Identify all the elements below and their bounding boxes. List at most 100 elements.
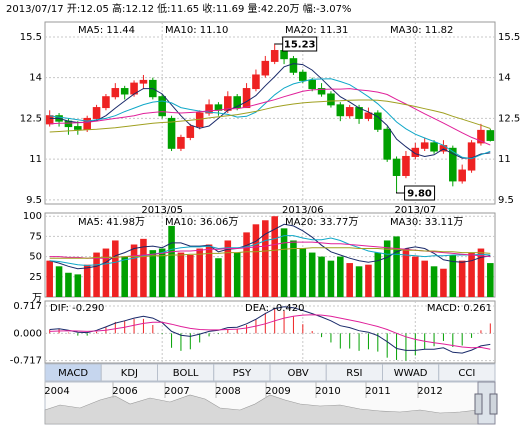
- candle-body: [111, 88, 120, 98]
- tab-label[interactable]: BOLL: [173, 368, 199, 379]
- volume-bar: [318, 256, 325, 297]
- volume-bar: [130, 244, 138, 297]
- volume-bar: [393, 236, 400, 297]
- timeline-handle[interactable]: [474, 393, 483, 415]
- volume-bar: [271, 216, 278, 297]
- tab-label[interactable]: PSY: [233, 368, 252, 379]
- volume-bar: [233, 252, 241, 297]
- timeline-year: 2007: [164, 386, 189, 397]
- volume-bar: [374, 252, 382, 297]
- x-tick-label: 2013/07: [395, 205, 437, 216]
- timeline-year: 2010: [315, 386, 340, 397]
- timeline-year: 2006: [112, 386, 137, 397]
- volume-bar: [196, 248, 203, 297]
- legend-entry: MA5: 41.98万: [78, 217, 145, 228]
- legend-entry: MA5: 11.44: [78, 25, 135, 36]
- candle-body: [45, 115, 54, 125]
- y-tick-label-right: 9.5: [498, 195, 514, 206]
- timeline-handle[interactable]: [489, 393, 498, 415]
- volume-bar: [365, 264, 372, 297]
- y-tick-label: 15.5: [20, 32, 42, 43]
- tab-label[interactable]: KDJ: [121, 368, 138, 379]
- x-tick-label: 2013/05: [141, 205, 183, 216]
- legend-entry: MA20: 11.31: [285, 25, 348, 36]
- legend-entry: MA10: 36.06万: [165, 217, 238, 228]
- volume-bar: [224, 240, 232, 297]
- legend-entry: MA30: 33.11万: [390, 217, 463, 228]
- volume-bar: [262, 220, 269, 297]
- legend-entry: MA20: 33.77万: [285, 217, 358, 228]
- tab[interactable]: [438, 363, 496, 382]
- volume-bar: [280, 228, 288, 297]
- volume-bar: [177, 252, 185, 297]
- candle-body: [336, 104, 345, 117]
- candle-body: [102, 96, 110, 109]
- candle-body: [402, 155, 410, 176]
- ma-line: [49, 235, 491, 267]
- tab-label[interactable]: OBV: [287, 368, 308, 379]
- volume-bar: [477, 248, 485, 297]
- candle-body: [374, 112, 382, 130]
- macd-frame: [44, 300, 496, 364]
- y-tick-label: 9.5: [26, 195, 42, 206]
- candle-body: [120, 88, 129, 95]
- candle-body: [392, 158, 401, 176]
- volume-bar: [46, 260, 53, 297]
- candle-body: [64, 120, 73, 128]
- volume-bar: [440, 268, 447, 297]
- volume-bar: [121, 256, 128, 297]
- volume-bar: [308, 252, 316, 297]
- ma-line: [49, 78, 491, 160]
- quote-header: 2013/07/17 开:12.05 高:12.12 低:11.65 收:11.…: [6, 2, 351, 15]
- candle-body: [177, 136, 185, 149]
- volume-bar: [290, 240, 297, 297]
- timeline-year: 2009: [265, 386, 290, 397]
- volume-bar: [112, 240, 119, 297]
- volume-bar: [252, 224, 260, 297]
- y-tick-label: 75: [29, 231, 42, 242]
- candle-body: [158, 96, 166, 117]
- volume-bar: [383, 240, 391, 297]
- candle-body: [242, 88, 251, 109]
- price-frame: [44, 21, 496, 205]
- tab-label[interactable]: CCI: [458, 368, 475, 379]
- timeline-year: 2011: [365, 386, 390, 397]
- volume-bar: [327, 260, 335, 297]
- volume-bar: [243, 232, 250, 297]
- timeline-year: 2004: [44, 386, 69, 397]
- candle-body: [83, 117, 91, 130]
- volume-bar: [355, 266, 363, 297]
- volume-bar: [158, 248, 166, 297]
- volume-bar: [487, 263, 494, 297]
- volume-bar: [449, 255, 457, 297]
- candle-body: [383, 128, 391, 160]
- tab-label[interactable]: WWAD: [394, 368, 428, 379]
- candle-body: [430, 142, 438, 152]
- candle-body: [486, 130, 495, 141]
- candle-body: [327, 93, 335, 106]
- annotation-box: [404, 185, 436, 201]
- annotation: 15.23: [284, 40, 316, 51]
- macd-label: MACD: 0.261: [427, 303, 492, 314]
- y-tick-label-right: 14: [498, 73, 511, 84]
- volume-bar: [65, 272, 72, 297]
- volume-bar: [346, 263, 353, 297]
- candle-body: [345, 107, 354, 117]
- y-tick-label: 100: [23, 211, 42, 222]
- volume-bar: [74, 274, 82, 297]
- candle-body: [233, 96, 241, 109]
- volume-bar: [337, 256, 344, 297]
- candle-body: [205, 104, 213, 114]
- volume-bar: [93, 252, 100, 297]
- candle-body: [458, 169, 466, 182]
- y-tick-label: 11: [29, 154, 42, 165]
- tab-label[interactable]: RSI: [346, 368, 362, 379]
- annotation-leader: [396, 191, 405, 194]
- annotation: 9.80: [407, 189, 432, 200]
- ma-line: [49, 306, 491, 354]
- volume-bar: [168, 225, 175, 297]
- y-tick-label-right: 12.5: [498, 113, 520, 124]
- volume-bar: [83, 264, 91, 297]
- tab-label[interactable]: MACD: [58, 368, 88, 379]
